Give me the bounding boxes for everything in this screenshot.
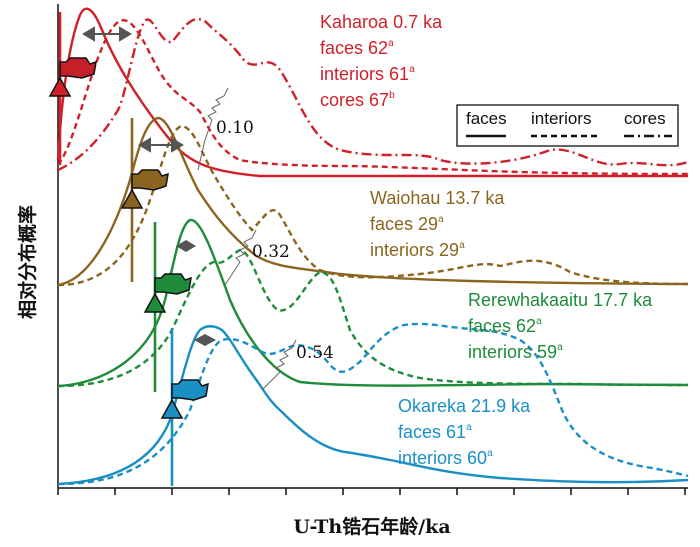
waiohau-count-interiors: interiors 29a [370, 240, 465, 260]
connector-waiohau-rerewhakaaitu [224, 229, 257, 286]
connector-kaharoa-waiohau [197, 87, 229, 171]
okareka-faces-line [57, 325, 689, 486]
annotations: Kaharoa 0.7 ka faces 62a interiors 61a c… [320, 12, 653, 468]
series-waiohau [57, 116, 689, 287]
legend-label-interiors: interiors [531, 109, 591, 128]
rerewhakaaitu-count-faces: faces 62a [468, 316, 542, 336]
okareka-count-interiors: interiors 60a [398, 448, 493, 468]
kaharoa-count-faces: faces 62a [320, 38, 394, 58]
kaharoa-count-interiors: interiors 61a [320, 64, 415, 84]
kaharoa-title: Kaharoa 0.7 ka [320, 12, 443, 32]
rerewhakaaitu-title: Rerewhakaaitu 17.7 ka [468, 290, 653, 310]
legend-box [456, 104, 679, 147]
correlation-label-3: 0.54 [296, 343, 334, 363]
rerewhakaaitu-interiors-line [57, 248, 689, 388]
rerewhakaaitu-count-interiors: interiors 59a [468, 342, 563, 362]
kaharoa-count-cores: cores 67b [320, 90, 395, 110]
series-rerewhakaaitu [57, 218, 689, 388]
age-markers [58, 12, 174, 486]
waiohau-offset-arrow [138, 137, 184, 153]
waiohau-flag-icon [120, 169, 169, 209]
okareka-interiors-line [57, 322, 689, 486]
okareka-flag-icon [160, 379, 209, 419]
offset-arrows [82, 26, 216, 346]
kaharoa-interiors-line [57, 19, 689, 176]
kaharoa-flag-icon [48, 57, 97, 97]
legend: faces interiors cores [456, 104, 679, 147]
x-ticks [57, 488, 686, 495]
correlation-label-2: 0.32 [252, 242, 290, 262]
x-axis-label: U-Th锆石年龄/ka [293, 515, 450, 538]
rerewhakaaitu-offset-diamond [176, 240, 196, 252]
eruption-icons [48, 57, 209, 419]
connector-rerewhakaaitu-okareka [261, 339, 297, 391]
kaharoa-cores-line [57, 18, 689, 172]
correlation-connectors [197, 87, 297, 391]
legend-label-cores: cores [624, 109, 666, 128]
okareka-title: Okareka 21.9 ka [398, 396, 531, 416]
okareka-offset-diamond [194, 334, 216, 346]
waiohau-title: Waiohau 13.7 ka [370, 188, 505, 208]
series-okareka [57, 322, 689, 486]
waiohau-count-faces: faces 29a [370, 214, 444, 234]
kaharoa-offset-arrow [82, 26, 132, 42]
legend-label-faces: faces [466, 109, 507, 128]
rerewhakaaitu-flag-icon [143, 273, 192, 313]
waiohau-interiors-line [57, 124, 689, 287]
y-axis-label: 相对分布概率 [16, 205, 39, 319]
waiohau-faces-line [57, 116, 689, 287]
correlation-label-1: 0.10 [216, 118, 254, 138]
okareka-count-faces: faces 61a [398, 422, 472, 442]
